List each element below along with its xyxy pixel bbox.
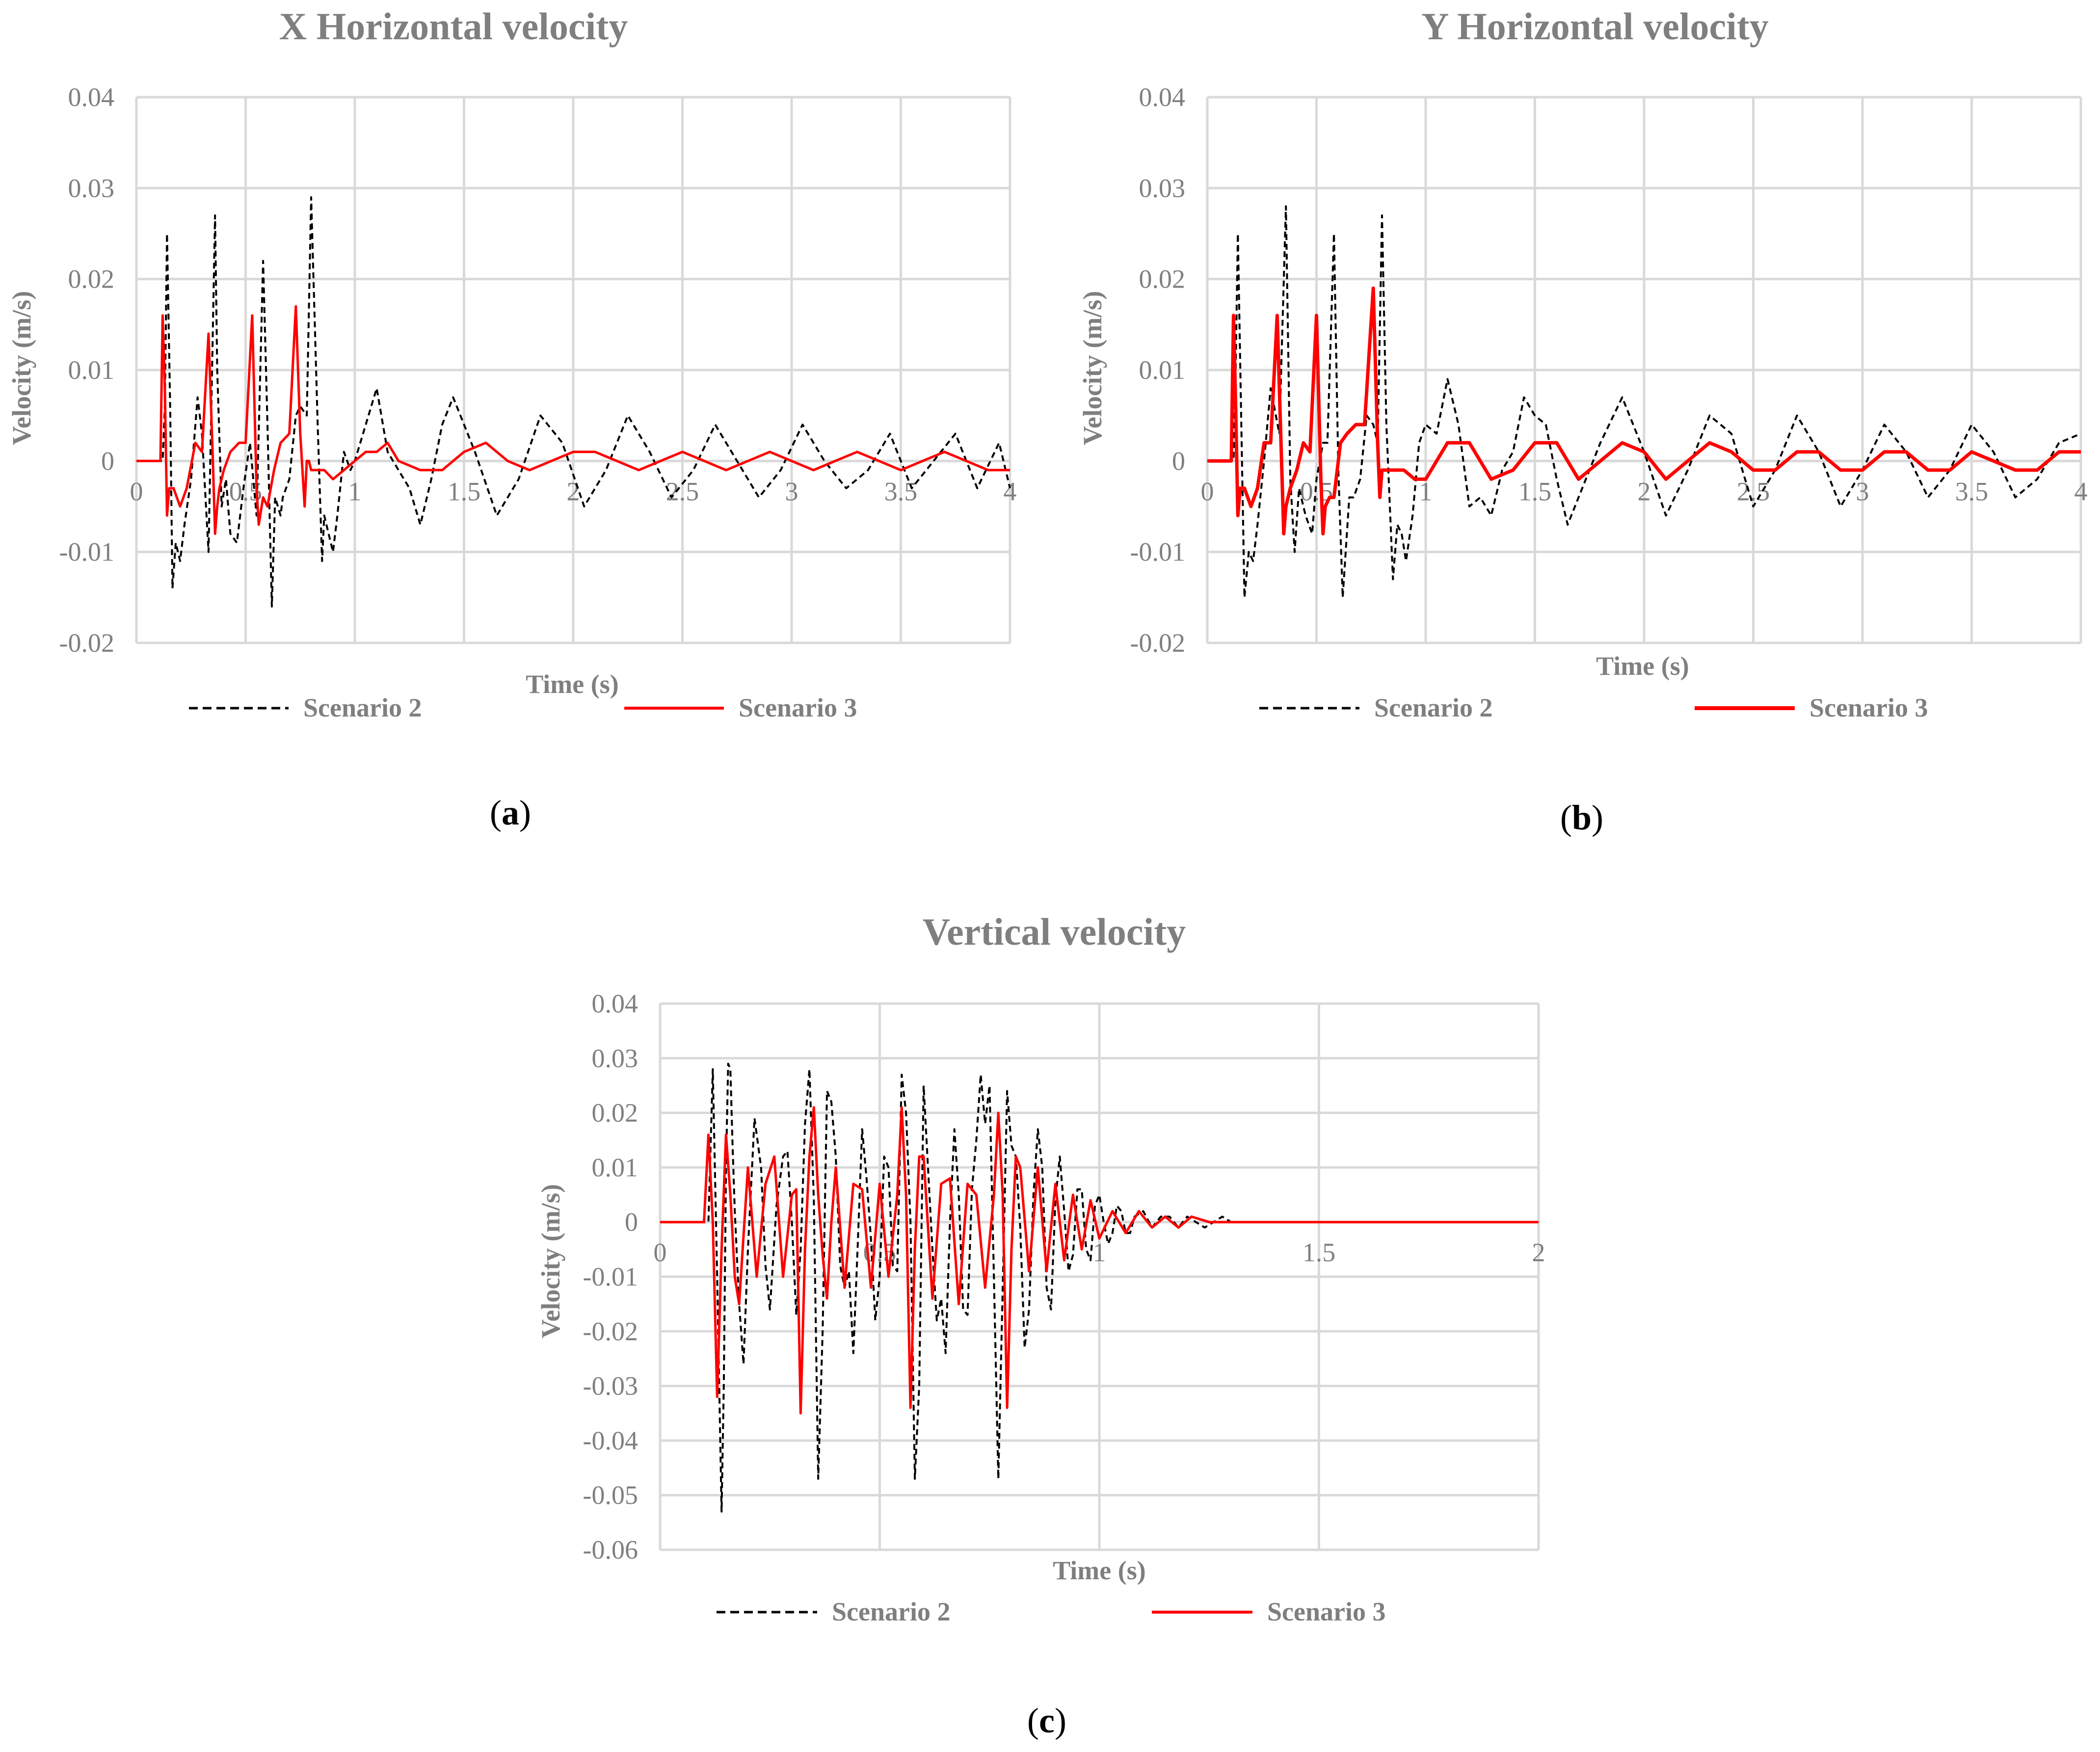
chart-a-xtick-label: 3.5 bbox=[884, 477, 918, 506]
chart-a-legend-label-scenario-3: Scenario 3 bbox=[739, 693, 857, 722]
chart-a-grid bbox=[135, 96, 1011, 644]
chart-b-series-scenario-3 bbox=[1207, 286, 2081, 536]
chart-c-ytick-label: -0.03 bbox=[583, 1371, 638, 1401]
chart-b-xtick-label: 2.5 bbox=[1737, 477, 1770, 506]
chart-c-xtick-label: 1.5 bbox=[1303, 1238, 1336, 1267]
chart-c-panel-letter: c bbox=[1039, 1701, 1055, 1740]
chart-a-y-ticks: -0.02 -0.01 0 0.01 0.02 0.03 0.04 bbox=[59, 82, 114, 658]
chart-b-xlabel: Time (s) bbox=[1596, 651, 1689, 681]
chart-c-ytick-label: -0.04 bbox=[583, 1426, 638, 1455]
chart-b-series-scenario-2 bbox=[1207, 205, 2081, 599]
chart-a-panel-label: (a) bbox=[490, 793, 531, 832]
chart-c-ylabel: Velocity (m/s) bbox=[536, 1184, 565, 1338]
chart-b-xtick-label: 3 bbox=[1856, 477, 1869, 506]
chart-b-ytick-label: -0.02 bbox=[1130, 628, 1185, 658]
chart-a-ytick-label: -0.01 bbox=[59, 537, 114, 567]
chart-a-ylabel: Velocity (m/s) bbox=[7, 291, 36, 445]
chart-b-series bbox=[1207, 205, 2081, 599]
chart-a-xtick-label: 1 bbox=[348, 477, 362, 506]
chart-a-xtick-label: 4 bbox=[1004, 477, 1017, 506]
chart-c-xlabel: Time (s) bbox=[1053, 1556, 1145, 1585]
chart-c-ytick-label: -0.06 bbox=[583, 1535, 638, 1565]
chart-b-xtick-label: 1 bbox=[1419, 477, 1433, 506]
chart-a-xtick-label: 0 bbox=[130, 477, 143, 506]
chart-a-ytick-label: 0.04 bbox=[68, 82, 115, 112]
chart-c-legend-label-scenario-3: Scenario 3 bbox=[1267, 1597, 1385, 1626]
chart-b-ytick-label: 0.02 bbox=[1139, 265, 1186, 294]
chart-b-ytick-label: -0.01 bbox=[1130, 537, 1185, 567]
chart-a-ytick-label: 0 bbox=[101, 446, 114, 476]
chart-a-legend: Scenario 2 Scenario 3 bbox=[189, 693, 857, 722]
chart-b-xtick-label: 0 bbox=[1201, 477, 1214, 506]
chart-c-ytick-label: -0.02 bbox=[583, 1317, 638, 1346]
chart-a-title: X Horizontal velocity bbox=[279, 5, 628, 48]
chart-a-series bbox=[136, 196, 1011, 608]
chart-c-xtick-label: 2 bbox=[1532, 1238, 1545, 1267]
chart-a-xtick-label: 1.5 bbox=[448, 477, 481, 506]
chart-c-ytick-label: -0.01 bbox=[583, 1262, 638, 1292]
chart-b-ytick-label: 0.04 bbox=[1139, 82, 1186, 112]
chart-b-y-ticks: -0.02 -0.01 0 0.01 0.02 0.03 0.04 bbox=[1130, 82, 1185, 658]
chart-a-ytick-label: -0.02 bbox=[59, 628, 114, 658]
chart-a-xtick-label: 3 bbox=[785, 477, 798, 506]
chart-b-legend: Scenario 2 Scenario 3 bbox=[1259, 693, 1928, 722]
chart-a-ytick-label: 0.03 bbox=[68, 173, 115, 203]
chart-a: X Horizontal velocity -0.02 -0.01 0 0.01 0.0… bbox=[7, 5, 1017, 832]
chart-b-ytick-label: 0.01 bbox=[1139, 355, 1186, 385]
chart-b-ytick-label: 0.03 bbox=[1139, 173, 1186, 203]
chart-a-panel-letter: a bbox=[502, 793, 519, 832]
chart-c-ytick-label: -0.05 bbox=[583, 1481, 638, 1510]
chart-a-xlabel: Time (s) bbox=[526, 669, 618, 699]
chart-b-ytick-label: 0 bbox=[1172, 446, 1185, 476]
chart-c-ytick-label: 0.03 bbox=[592, 1043, 638, 1073]
chart-b-panel-label: (b) bbox=[1560, 798, 1603, 837]
chart-b-xtick-label: 1.5 bbox=[1518, 477, 1552, 506]
chart-c-legend-label-scenario-2: Scenario 2 bbox=[832, 1597, 950, 1626]
chart-c-grid bbox=[659, 1002, 1540, 1551]
chart-c-series-scenario-3 bbox=[660, 1106, 1539, 1415]
chart-c-title: Vertical velocity bbox=[923, 910, 1186, 953]
chart-b-legend-label-scenario-2: Scenario 2 bbox=[1374, 693, 1492, 722]
chart-c-y-ticks: -0.06 -0.05 -0.04 -0.03 -0.02 -0.01 0 0.01 0.02 0… bbox=[583, 989, 638, 1565]
chart-a-ytick-label: 0.02 bbox=[68, 265, 115, 294]
chart-c-legend: Scenario 2 Scenario 3 bbox=[717, 1597, 1385, 1626]
chart-c: Vertical velocity -0.06-0.05-0.04-0.03-0… bbox=[536, 910, 1545, 1740]
chart-c-ytick-label: 0.01 bbox=[592, 1153, 638, 1182]
chart-b-grid bbox=[1206, 96, 2082, 644]
chart-b: Y Horizontal velocity -0.02 -0.01 0 0.01 0.0… bbox=[1078, 5, 2088, 837]
chart-a-legend-label-scenario-2: Scenario 2 bbox=[303, 693, 422, 722]
chart-b-legend-label-scenario-3: Scenario 3 bbox=[1809, 693, 1928, 722]
chart-b-panel-letter: b bbox=[1572, 798, 1592, 837]
chart-b-xtick-label: 3.5 bbox=[1955, 477, 1989, 506]
chart-b-xtick-label: 4 bbox=[2074, 477, 2088, 506]
chart-c-xtick-label: 0 bbox=[654, 1238, 667, 1267]
chart-a-xtick-label: 2.5 bbox=[666, 477, 699, 506]
chart-b-ylabel: Velocity (m/s) bbox=[1078, 291, 1107, 445]
chart-a-series-scenario-3 bbox=[136, 305, 1010, 535]
chart-a-ytick-label: 0.01 bbox=[68, 355, 115, 385]
chart-b-title: Y Horizontal velocity bbox=[1421, 5, 1769, 48]
chart-a-xtick-label: 2 bbox=[567, 477, 580, 506]
chart-c-ytick-label: 0.02 bbox=[592, 1098, 638, 1128]
chart-b-xtick-label: 2 bbox=[1638, 477, 1651, 506]
chart-c-panel-label: (c) bbox=[1027, 1701, 1066, 1740]
chart-c-ytick-label: 0.04 bbox=[592, 989, 638, 1018]
chart-c-series bbox=[660, 1062, 1539, 1513]
chart-c-xtick-label: 1 bbox=[1093, 1238, 1106, 1267]
chart-c-ytick-label: 0 bbox=[625, 1207, 638, 1237]
